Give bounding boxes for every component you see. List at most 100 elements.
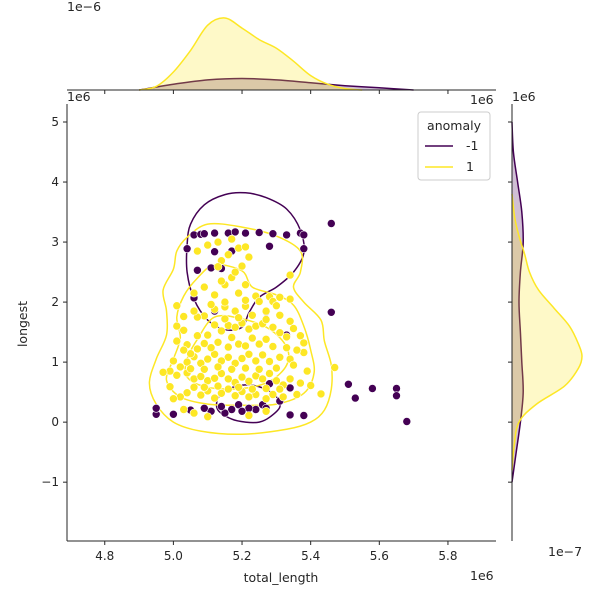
point-normal-130 — [241, 341, 250, 351]
point-normal-106 — [196, 390, 206, 400]
point-anomaly-29 — [350, 393, 360, 403]
point-normal-116 — [261, 406, 271, 416]
point-normal-149 — [261, 384, 271, 393]
point-normal-156 — [272, 301, 281, 311]
point-normal-38 — [217, 326, 226, 336]
x-tick-label-2: 5.2 — [232, 549, 251, 563]
point-anomaly-51 — [237, 406, 247, 416]
point-normal-5 — [224, 250, 233, 259]
point-normal-114 — [203, 412, 212, 422]
point-normal-135 — [272, 363, 281, 373]
point-anomaly-14 — [299, 230, 309, 240]
point-anomaly-42 — [227, 405, 236, 414]
point-normal-36 — [193, 331, 202, 341]
point-anomaly-27 — [326, 307, 336, 317]
point-normal-7 — [213, 262, 223, 272]
point-normal-104 — [210, 393, 219, 403]
y-tick-label-4: 3 — [51, 235, 59, 249]
point-normal-99 — [244, 392, 254, 402]
point-normal-45 — [268, 322, 278, 332]
point-normal-17 — [275, 292, 285, 302]
point-normal-139 — [213, 362, 223, 372]
axes: 4.8 5.0 5.2 5.4 5.6 5.8 −1 0 1 2 3 4 5 — [41, 104, 496, 563]
point-normal-32 — [172, 321, 182, 331]
point-normal-69 — [169, 356, 178, 366]
point-normal-57 — [251, 356, 261, 366]
x-tick-label-3: 5.4 — [301, 549, 320, 563]
point-normal-110 — [169, 394, 178, 404]
y-tick-label-2: 1 — [51, 355, 59, 369]
point-normal-23 — [248, 310, 257, 320]
y-exponent: 1e6 — [67, 89, 91, 104]
point-anomaly-33 — [402, 417, 412, 426]
point-normal-143 — [230, 267, 240, 277]
point-normal-138 — [227, 364, 236, 374]
point-normal-18 — [285, 294, 295, 304]
x-tick-label-1: 5.0 — [164, 549, 183, 563]
point-normal-40 — [230, 322, 240, 332]
legend-title: anomaly — [427, 118, 482, 133]
point-normal-1 — [213, 237, 223, 247]
point-normal-134 — [289, 360, 298, 370]
point-anomaly-5 — [200, 229, 209, 238]
point-normal-150 — [275, 384, 285, 394]
point-normal-126 — [186, 349, 195, 359]
x-exponent: 1e6 — [470, 568, 494, 583]
point-normal-159 — [217, 276, 226, 286]
point-normal-97 — [261, 394, 271, 404]
main-scatter-plot — [148, 191, 412, 435]
point-normal-96 — [268, 390, 278, 399]
point-anomaly-28 — [344, 379, 353, 389]
point-normal-117 — [275, 310, 285, 320]
point-normal-72 — [172, 370, 182, 380]
point-anomaly-8 — [230, 227, 240, 237]
point-normal-133 — [282, 343, 291, 353]
point-anomaly-49 — [285, 410, 295, 420]
point-normal-131 — [254, 339, 264, 349]
point-anomaly-2 — [182, 244, 192, 253]
y-tick-label-0: −1 — [41, 475, 59, 489]
y-tick-label-5: 4 — [51, 175, 59, 189]
point-normal-140 — [200, 364, 209, 374]
point-normal-91 — [316, 389, 326, 399]
point-anomaly-6 — [210, 228, 219, 238]
contour-normal-inner — [184, 314, 290, 390]
point-normal-141 — [186, 364, 195, 374]
point-normal-111 — [165, 382, 175, 392]
point-normal-50 — [299, 338, 309, 348]
point-normal-9 — [241, 280, 250, 290]
right-density-line-anomaly — [511, 121, 524, 483]
point-normal-54 — [275, 352, 285, 362]
y-axis-label: longest — [15, 301, 30, 347]
point-normal-129 — [224, 342, 233, 352]
point-normal-121 — [227, 333, 236, 342]
point-normal-67 — [182, 357, 192, 367]
point-anomaly-11 — [268, 229, 278, 238]
y-tick-label-3: 2 — [51, 295, 59, 309]
point-anomaly-46 — [200, 403, 209, 413]
point-normal-85 — [265, 369, 274, 378]
point-normal-93 — [302, 366, 312, 376]
point-normal-68 — [176, 362, 185, 372]
point-normal-146 — [213, 381, 223, 391]
point-anomaly-34 — [299, 411, 309, 420]
point-normal-12 — [189, 288, 199, 298]
point-normal-22 — [285, 316, 295, 326]
point-normal-90 — [306, 381, 316, 390]
point-normal-82 — [244, 376, 254, 386]
right-marginal-density — [508, 104, 583, 541]
point-normal-154 — [206, 300, 216, 309]
point-normal-48 — [289, 324, 298, 333]
point-normal-123 — [206, 343, 216, 353]
legend-label-normal: 1 — [466, 159, 474, 174]
legend-box — [417, 111, 491, 181]
top-density-line-normal — [138, 17, 363, 91]
point-normal-71 — [158, 367, 168, 377]
point-normal-101 — [230, 391, 240, 401]
right-density-line-normal — [511, 193, 583, 471]
x-tick-label-0: 4.8 — [95, 549, 114, 563]
top-density-fill-anomaly — [139, 78, 414, 90]
point-normal-34 — [172, 336, 182, 346]
top-marginal-x-exponent: 1e6 — [470, 92, 494, 107]
point-normal-147 — [234, 382, 243, 392]
